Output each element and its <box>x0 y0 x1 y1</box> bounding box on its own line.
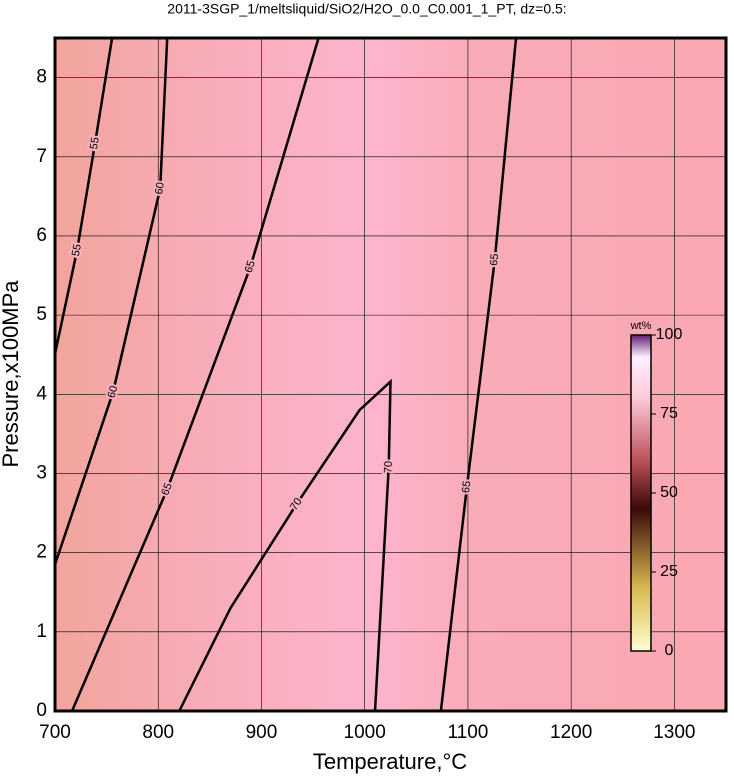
plot-frame <box>53 36 728 713</box>
x-tick-label: 800 <box>142 722 174 743</box>
contour-line <box>70 37 320 712</box>
colorbar-tick-label: 100 <box>656 326 683 343</box>
contour-label: 60 <box>153 181 167 195</box>
x-tick-label: 700 <box>39 722 71 743</box>
x-axis-label: Temperature,°C <box>313 749 467 774</box>
y-axis-label: Pressure,x100MPa <box>0 280 23 468</box>
contour-label: 65 <box>460 480 473 494</box>
y-tick-label: 4 <box>36 383 47 404</box>
contour-line <box>53 37 114 355</box>
x-tick-label: 1300 <box>653 722 695 743</box>
y-tick-label: 8 <box>36 67 47 88</box>
contour-line <box>53 37 169 565</box>
contour-label: 55 <box>70 243 84 257</box>
x-tick-label: 1100 <box>447 722 488 743</box>
colorbar <box>630 334 652 652</box>
x-tick-label: 900 <box>246 722 278 743</box>
y-tick-label: 3 <box>36 462 47 483</box>
y-tick-label: 5 <box>36 304 47 325</box>
y-tick-label: 6 <box>36 225 47 246</box>
contour-line <box>439 37 518 712</box>
colorbar-tick-label: 50 <box>660 484 678 501</box>
contour-label: 55 <box>88 136 102 150</box>
colorbar-tick-label: 75 <box>660 405 678 422</box>
chart-title: 2011-3SGP_1/meltsliquid/SiO2/H2O_0.0_C0.… <box>167 1 566 17</box>
plot-background <box>55 38 726 711</box>
contour-label: 65 <box>488 253 501 266</box>
y-tick-label: 2 <box>36 542 47 563</box>
contour-line <box>178 378 392 712</box>
y-tick-label: 1 <box>36 621 47 642</box>
y-tick-label: 7 <box>36 146 47 167</box>
x-tick-label: 1000 <box>344 722 386 743</box>
x-tick-label: 1200 <box>550 722 592 743</box>
contour-label: 60 <box>106 384 121 399</box>
colorbar-tick-label: 0 <box>665 642 674 659</box>
contour-label: 70 <box>382 461 395 474</box>
y-tick-label: 0 <box>36 700 47 721</box>
colorbar-tick-label: 25 <box>660 563 678 580</box>
colorbar-label: wt% <box>630 320 652 332</box>
